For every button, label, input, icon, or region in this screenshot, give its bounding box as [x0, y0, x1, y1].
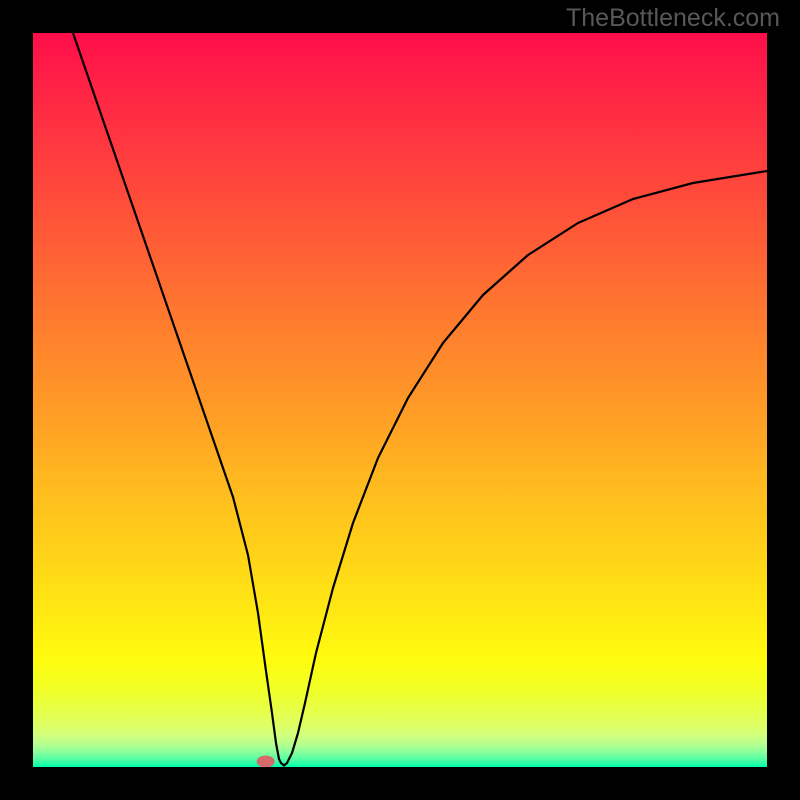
watermark-text: TheBottleneck.com: [566, 4, 780, 33]
frame-border-bottom: [0, 767, 800, 800]
optimal-point-marker: [257, 755, 275, 767]
frame-border-left: [0, 0, 33, 800]
chart-frame: TheBottleneck.com: [0, 0, 800, 800]
plot-background: [33, 33, 767, 767]
bottleneck-chart: [0, 0, 800, 800]
frame-border-right: [767, 0, 800, 800]
